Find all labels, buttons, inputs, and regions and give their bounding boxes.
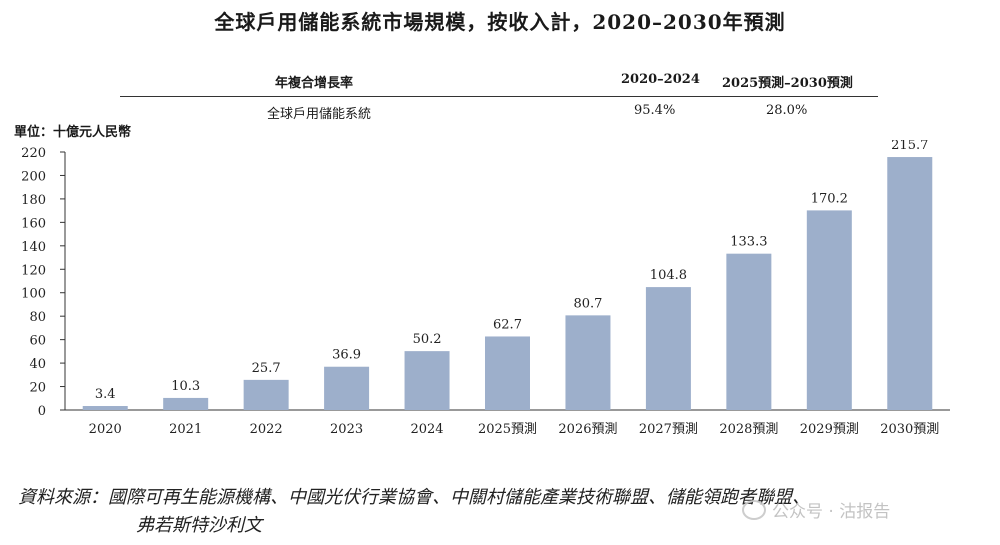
bar-value-label: 10.3 [171, 379, 200, 394]
chart-title: 全球戶用儲能系統市場規模，按收入計，2020–2030年預測 [214, 10, 786, 34]
bar-value-label: 133.3 [730, 235, 767, 250]
x-tick-label: 2027預測 [639, 422, 698, 437]
x-tick-label: 2026預測 [558, 422, 617, 437]
x-tick-label: 2029預測 [800, 422, 859, 437]
bar [243, 379, 289, 410]
source-note: 資料來源：國際可再生能源機構、中國光伏行業協會、中關村儲能產業技術聯盟、儲能領跑… [18, 484, 810, 540]
x-tick-label: 2030預測 [880, 422, 939, 437]
unit-label: 單位：十億元人民幣 [14, 125, 132, 140]
cagr-period-1: 2020–2024 [621, 72, 700, 87]
bar [645, 287, 691, 410]
bar-chart: 0 20 40 60 80 100 120 140 160 180 200 220 3.4 2020 10.… [21, 140, 950, 437]
y-tick-label: 20 [29, 381, 46, 396]
cagr-table-top-rule [120, 96, 878, 97]
bar [806, 210, 852, 410]
y-tick-label: 220 [21, 146, 46, 161]
cagr-value-1: 95.4% [634, 103, 676, 118]
cagr-row-label: 全球戶用儲能系統 [267, 107, 372, 122]
bar-value-label: 50.2 [413, 332, 442, 347]
y-tick-label: 160 [21, 216, 46, 231]
x-tick-label: 2021 [169, 422, 202, 437]
x-tick-label: 2020 [89, 422, 122, 437]
y-tick-label: 40 [29, 357, 46, 372]
bar [82, 406, 128, 410]
bar [163, 397, 209, 410]
x-tick-label: 2025預測 [478, 422, 537, 437]
source-line-1: 國際可再生能源機構、中國光伏行業協會、中關村儲能產業技術聯盟、儲能領跑者聯盟、 [108, 487, 810, 508]
bar [404, 351, 450, 410]
y-tick-label: 100 [21, 287, 46, 302]
bar [485, 336, 530, 410]
cagr-period-2: 2025預測–2030預測 [722, 76, 853, 91]
bar-value-label: 62.7 [493, 317, 522, 332]
x-tick-label: 2022 [250, 422, 283, 437]
bar [887, 157, 933, 410]
x-tick-label: 2028預測 [719, 422, 778, 437]
source-label: 資料來源： [18, 487, 108, 508]
x-tick-label: 2024 [410, 422, 443, 437]
y-tick-label: 200 [21, 169, 46, 184]
y-tick-label: 80 [29, 310, 46, 325]
bar [726, 253, 772, 410]
bar [324, 366, 370, 410]
y-tick-label: 180 [21, 193, 46, 208]
bar-value-label: 170.2 [811, 191, 848, 206]
y-tick-label: 140 [21, 240, 46, 255]
cagr-header-label: 年複合增長率 [275, 76, 354, 91]
watermark: 公众号 · 沽报告 [742, 497, 890, 522]
y-tick-label: 120 [21, 263, 46, 278]
wechat-icon [742, 500, 766, 520]
y-tick-label: 60 [29, 334, 46, 349]
source-line-2: 弗若斯特沙利文 [136, 515, 262, 536]
bar-value-label: 25.7 [252, 361, 281, 376]
x-tick-label: 2023 [330, 422, 363, 437]
bar-value-label: 36.9 [332, 348, 361, 363]
bar-value-label: 3.4 [95, 387, 116, 402]
bar-value-label: 215.7 [891, 140, 928, 153]
bar-value-label: 104.8 [650, 268, 687, 283]
watermark-text: 公众号 · 沽报告 [772, 502, 891, 522]
bar [565, 315, 611, 410]
cagr-value-2: 28.0% [766, 103, 808, 118]
y-tick-label: 0 [38, 404, 46, 419]
bar-value-label: 80.7 [573, 296, 602, 311]
